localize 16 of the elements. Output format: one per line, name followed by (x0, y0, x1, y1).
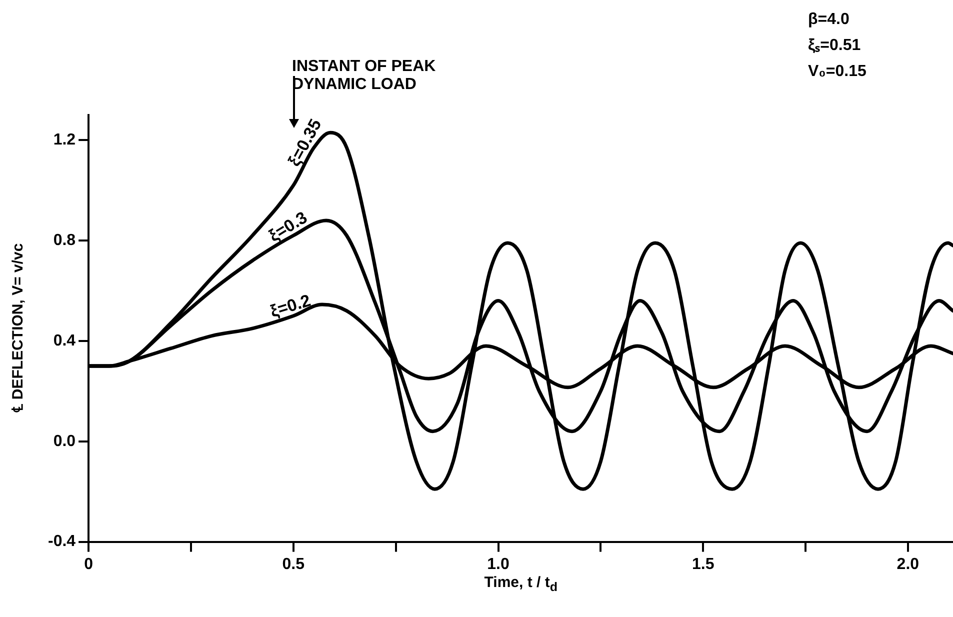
y-axis-title: ℄ DEFLECTION, V= v/vc (9, 244, 28, 414)
x-tick-label: 0 (84, 556, 94, 573)
x-tick-label: 2.0 (896, 556, 920, 573)
y-tick-label: 0.8 (53, 232, 76, 249)
y-tick-label: 0.0 (53, 432, 76, 450)
text: V₀=0.15 (808, 62, 866, 82)
x-tick-label: 1.5 (692, 556, 714, 573)
text: ξₛ=0.51 (808, 36, 861, 56)
y-tick-label: 0.4 (53, 332, 76, 350)
text: ξ=0.2 (268, 290, 313, 322)
x-tick-label: 0.5 (282, 556, 305, 573)
x-axis-title: Time, t / t$_{d}$ (484, 574, 558, 596)
x-tick-label: 1.0 (487, 556, 510, 573)
text: β=4.0 (808, 10, 850, 30)
y-tick-label: -0.4 (48, 533, 76, 550)
y-tick-label: 1.2 (53, 132, 76, 149)
